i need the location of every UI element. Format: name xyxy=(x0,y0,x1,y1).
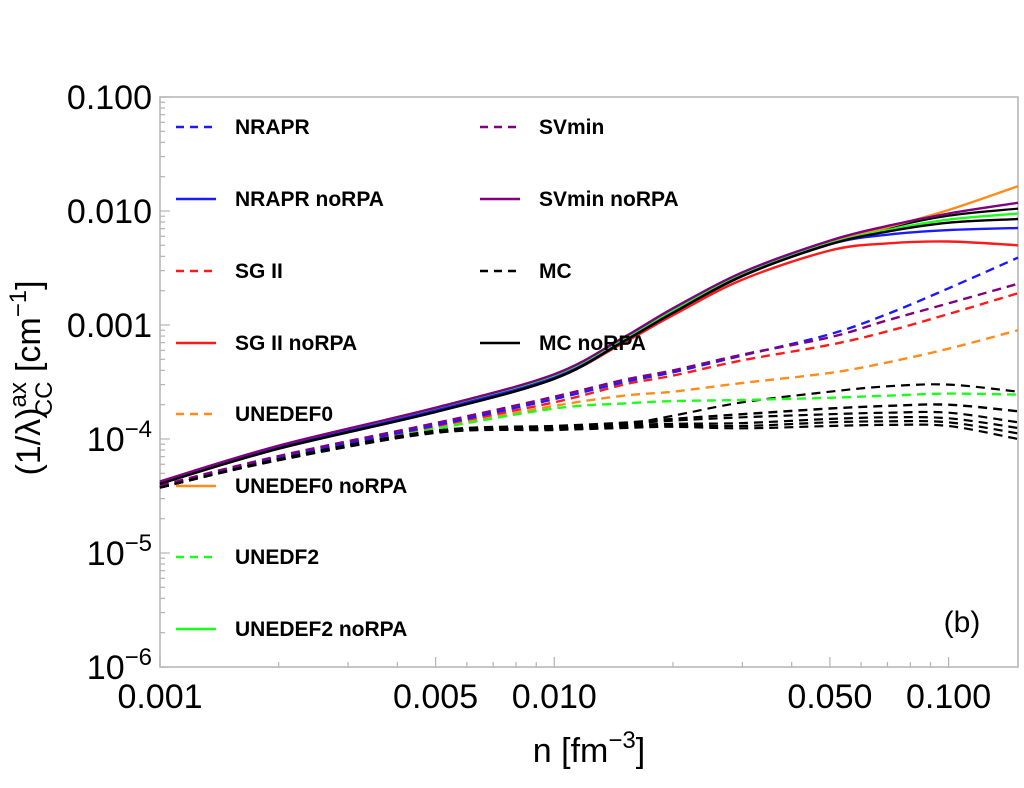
legend-label-svmin: SVmin xyxy=(539,116,604,139)
series-mc-band-2 xyxy=(159,410,1019,489)
y-tick-label: 10−4 xyxy=(87,416,152,459)
legend-label-mc-norpa: MC noRPA xyxy=(539,332,646,355)
x-tick-label: 0.001 xyxy=(117,678,202,716)
x-tick-label: 0.100 xyxy=(906,678,991,716)
legend-label-mc: MC xyxy=(539,260,572,283)
legend-label-sg-ii-norpa: SG II noRPA xyxy=(235,332,357,355)
series-unedf2 xyxy=(159,392,1019,488)
legend-label-unedef0-norpa: UNEDEF0 noRPA xyxy=(235,475,407,498)
series-mc-norpa xyxy=(159,217,1019,485)
series-mc xyxy=(159,403,1019,489)
legend: NRAPR NRAPR noRPA SG II SG II noRPA UNEDEF0 U… xyxy=(176,116,679,641)
x-tick-label: 0.005 xyxy=(393,678,478,716)
y-tick-label: 10−5 xyxy=(87,530,152,573)
axis-labels: 0.001 0.005 0.010 0.050 0.100 0.100 0.010 0.001… xyxy=(5,79,991,770)
series-sg-ii xyxy=(159,292,1019,488)
series-mc-band-4 xyxy=(159,419,1019,489)
legend-label-nrapr: NRAPR xyxy=(235,116,310,139)
y-tick-label: 10−6 xyxy=(87,644,152,687)
series-nrapr xyxy=(159,256,1019,488)
y-tick-label: 0.001 xyxy=(67,307,152,345)
legend-label-nrapr-norpa: NRAPR noRPA xyxy=(235,188,384,211)
y-axis-label: (1/λ)axCC [cm−1] xyxy=(5,280,58,475)
plot-frame xyxy=(159,96,1019,668)
series-svmin xyxy=(159,282,1019,487)
series-svmin-norpa xyxy=(159,201,1019,483)
legend-label-svmin-norpa: SVmin noRPA xyxy=(539,188,679,211)
x-tick-label: 0.050 xyxy=(787,678,872,716)
series-layer xyxy=(159,185,1019,489)
legend-label-unedef0: UNEDEF0 xyxy=(235,403,333,426)
legend-label-unedef2-norpa: UNEDEF2 noRPA xyxy=(235,618,407,641)
legend-label-sg-ii: SG II xyxy=(235,260,283,283)
series-unedef0 xyxy=(159,329,1019,488)
panel-label: (b) xyxy=(944,606,981,639)
series-mc-band-5 xyxy=(159,423,1019,489)
y-tick-label: 0.100 xyxy=(67,79,152,117)
legend-label-unedf2: UNEDF2 xyxy=(235,546,319,569)
x-tick-label: 0.010 xyxy=(512,678,597,716)
x-axis-label: n [fm−3] xyxy=(533,727,645,770)
axis-ticks xyxy=(159,96,950,668)
series-mc-band-3 xyxy=(159,415,1019,489)
y-tick-label: 0.010 xyxy=(67,193,152,231)
